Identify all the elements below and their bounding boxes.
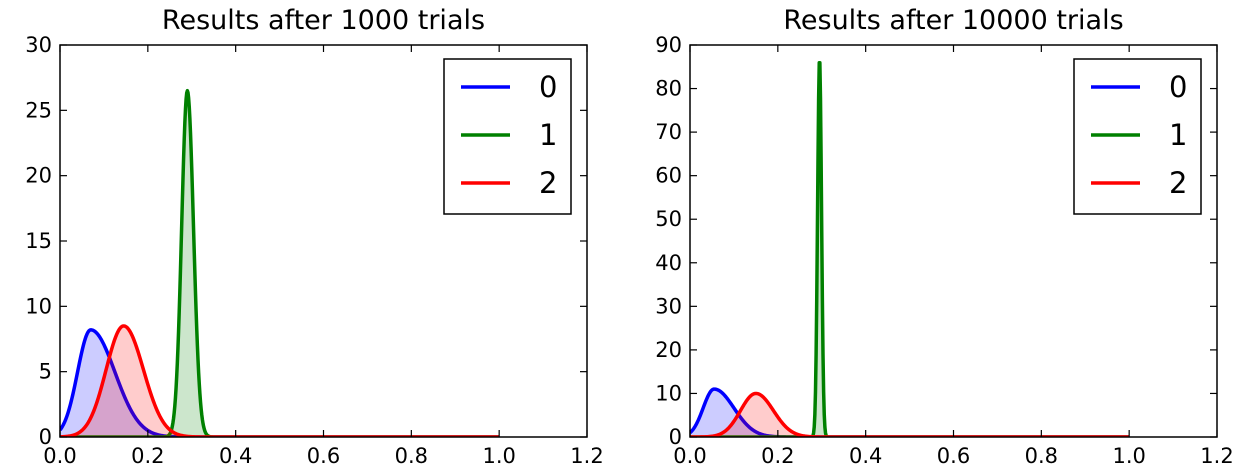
y-tick-label: 0 [669,425,682,449]
y-tick-label: 80 [655,77,682,101]
y-tick-label: 40 [655,251,682,275]
plot-area [690,61,1131,437]
x-tick-label: 0.6 [307,444,340,468]
series-0-line [690,387,1131,437]
series-1-line [690,61,1131,437]
y-tick-label: 15 [25,229,52,253]
x-tick-label: 0.2 [131,444,164,468]
x-tick-label: 0.8 [1025,444,1058,468]
series-1-area [690,62,1130,437]
y-tick-label: 70 [655,120,682,144]
x-tick-label: 1.2 [570,444,603,468]
x-tick-label: 0.4 [849,444,882,468]
y-tick-label: 60 [655,164,682,188]
legend-label-1: 1 [539,118,557,152]
chart-panel-1: Results after 1000 trials 0.0 0.2 0.4 0.6 0.8… [25,5,603,468]
series-0-line [60,328,501,437]
chart-title: Results after 1000 trials [162,5,485,36]
legend: 0 1 2 [443,58,572,215]
x-tick-label: 0.6 [937,444,970,468]
y-tick-label: 0 [39,425,52,449]
x-tick-label: 0.4 [219,444,252,468]
chart-title: Results after 10000 trials [783,5,1123,36]
x-tick-label: 1.0 [482,444,515,468]
series-2-area [60,325,500,437]
y-tick-label: 20 [655,338,682,362]
series-2-line [60,324,501,437]
x-tick-label: 0.8 [395,444,428,468]
series-0-area [690,389,1130,437]
y-tick-label: 5 [39,360,52,384]
x-tick-label: 1.2 [1200,444,1233,468]
legend-label-2: 2 [1169,166,1187,200]
series-2-line [690,391,1131,437]
series-0-area [60,329,500,437]
legend-label-1: 1 [1169,118,1187,152]
legend-label-2: 2 [539,166,557,200]
legend-label-0: 0 [539,70,557,104]
plot-area [60,88,501,437]
y-tick-label: 20 [25,164,52,188]
y-tick-label: 10 [655,381,682,405]
chart-panel-2: Results after 10000 trials 0.0 0.2 0.4 0.6 0.… [655,5,1233,468]
y-tick-label: 30 [655,294,682,318]
y-tick-label: 25 [25,98,52,122]
x-tick-label: 0.2 [761,444,794,468]
series-2-area [690,393,1130,437]
y-tick-label: 50 [655,207,682,231]
x-tick-label: 0.0 [673,444,706,468]
x-tick-label: 1.0 [1112,444,1145,468]
y-tick-label: 10 [25,294,52,318]
legend: 0 1 2 [1073,58,1202,215]
y-tick-label: 30 [25,33,52,57]
x-tick-label: 0.0 [43,444,76,468]
legend-label-0: 0 [1169,70,1187,104]
y-tick-label: 90 [655,33,682,57]
